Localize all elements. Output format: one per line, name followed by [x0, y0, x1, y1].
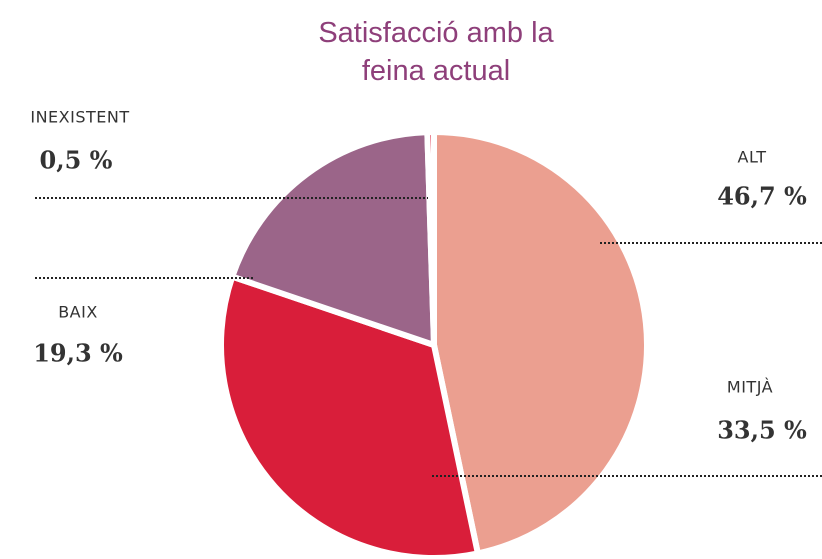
pie-slice	[229, 129, 437, 348]
pie-slice	[218, 273, 481, 559]
slice-label: MITJÀ	[727, 378, 773, 397]
slice-label: BAIX	[58, 303, 98, 322]
value-label: 33,5 %	[717, 416, 807, 445]
slice-label: INEXISTENT	[30, 108, 129, 127]
value-label: 19,3 %	[33, 339, 123, 368]
pie-slice	[431, 129, 650, 557]
slice-label: ALT	[738, 148, 767, 167]
pie-slice	[424, 129, 437, 348]
value-label: 0,5 %	[40, 146, 113, 175]
value-label: 46,7 %	[717, 182, 807, 211]
chart-title: Satisfacció amb la feina actual	[318, 17, 554, 87]
